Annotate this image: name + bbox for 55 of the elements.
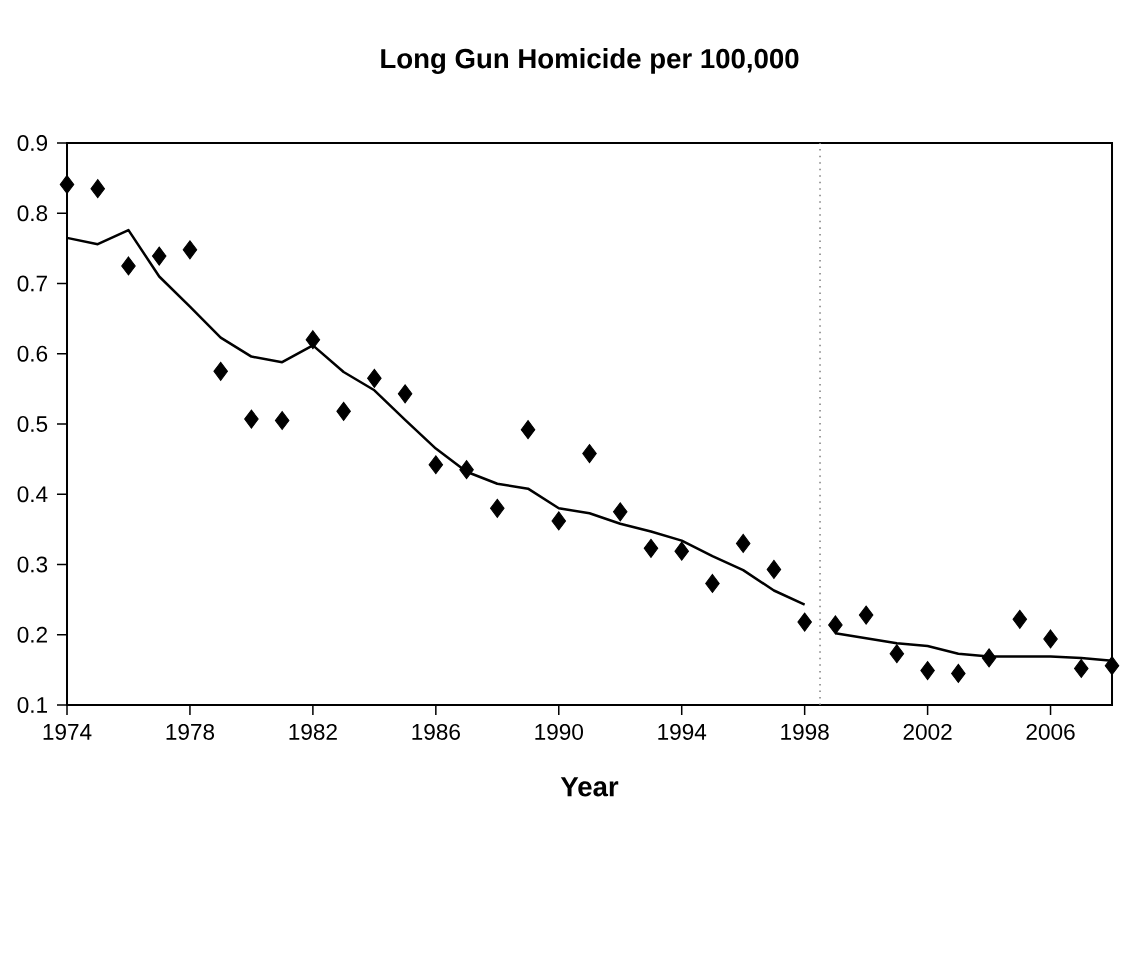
point bbox=[1012, 609, 1028, 629]
x-tick-label: 2006 bbox=[1026, 723, 1075, 740]
point bbox=[705, 573, 720, 593]
point bbox=[612, 502, 628, 522]
point bbox=[920, 661, 935, 681]
point bbox=[520, 420, 536, 440]
x-tick-label: 1982 bbox=[289, 723, 337, 740]
point bbox=[274, 410, 290, 431]
point bbox=[305, 330, 321, 350]
point bbox=[828, 615, 843, 635]
point bbox=[643, 538, 659, 558]
x-tick-label: 2002 bbox=[903, 723, 952, 740]
y-tick-label: 0.4 bbox=[17, 486, 48, 503]
x-tick-label: 1978 bbox=[166, 723, 215, 740]
point bbox=[858, 605, 874, 625]
point bbox=[582, 443, 597, 464]
y-tick-label: 0.3 bbox=[17, 556, 48, 573]
point bbox=[551, 511, 567, 531]
point bbox=[459, 460, 474, 480]
point bbox=[397, 384, 413, 404]
y-tick-label: 0.6 bbox=[17, 345, 48, 362]
point bbox=[1104, 656, 1120, 676]
point bbox=[1043, 629, 1058, 649]
point bbox=[428, 455, 444, 475]
point bbox=[766, 559, 782, 579]
chart-title: Long Gun Homicide per 100,000 bbox=[381, 48, 799, 74]
point bbox=[90, 179, 106, 199]
point bbox=[674, 541, 689, 561]
point bbox=[182, 240, 198, 260]
point bbox=[151, 246, 167, 266]
y-tick-label: 0.1 bbox=[17, 697, 47, 714]
point bbox=[951, 663, 966, 683]
point bbox=[735, 533, 751, 553]
x-tick-label: 1986 bbox=[412, 723, 460, 740]
point bbox=[336, 401, 351, 421]
y-tick-label: 0.2 bbox=[17, 626, 47, 643]
point bbox=[244, 409, 259, 429]
y-tick-label: 0.8 bbox=[17, 205, 48, 222]
point bbox=[1074, 658, 1089, 678]
point bbox=[367, 368, 382, 388]
y-tick-label: 0.9 bbox=[17, 135, 48, 152]
point bbox=[59, 174, 75, 194]
x-tick-label: 1998 bbox=[781, 723, 829, 740]
point bbox=[213, 361, 228, 381]
x-tick-label: 1994 bbox=[658, 723, 707, 740]
point bbox=[981, 648, 997, 668]
point bbox=[121, 256, 136, 276]
point bbox=[797, 612, 812, 632]
x-tick-label: 1990 bbox=[535, 723, 583, 740]
point bbox=[889, 644, 905, 664]
point bbox=[490, 498, 505, 518]
x-tick-label: 1974 bbox=[43, 723, 92, 740]
y-tick-label: 0.7 bbox=[17, 275, 47, 292]
y-tick-label: 0.5 bbox=[17, 416, 48, 433]
x-axis-title: Year bbox=[560, 777, 619, 797]
